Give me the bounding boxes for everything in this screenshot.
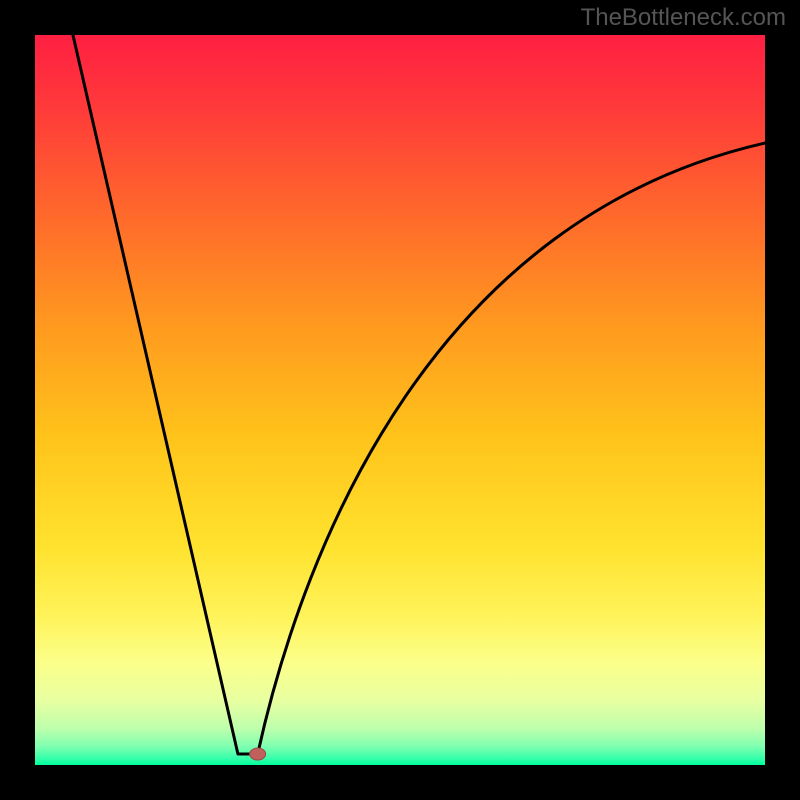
plot-background xyxy=(35,35,765,765)
optimum-marker xyxy=(250,748,266,760)
watermark-text: TheBottleneck.com xyxy=(581,4,786,32)
gradient-chart xyxy=(0,0,800,800)
chart-frame: TheBottleneck.com xyxy=(0,0,800,800)
